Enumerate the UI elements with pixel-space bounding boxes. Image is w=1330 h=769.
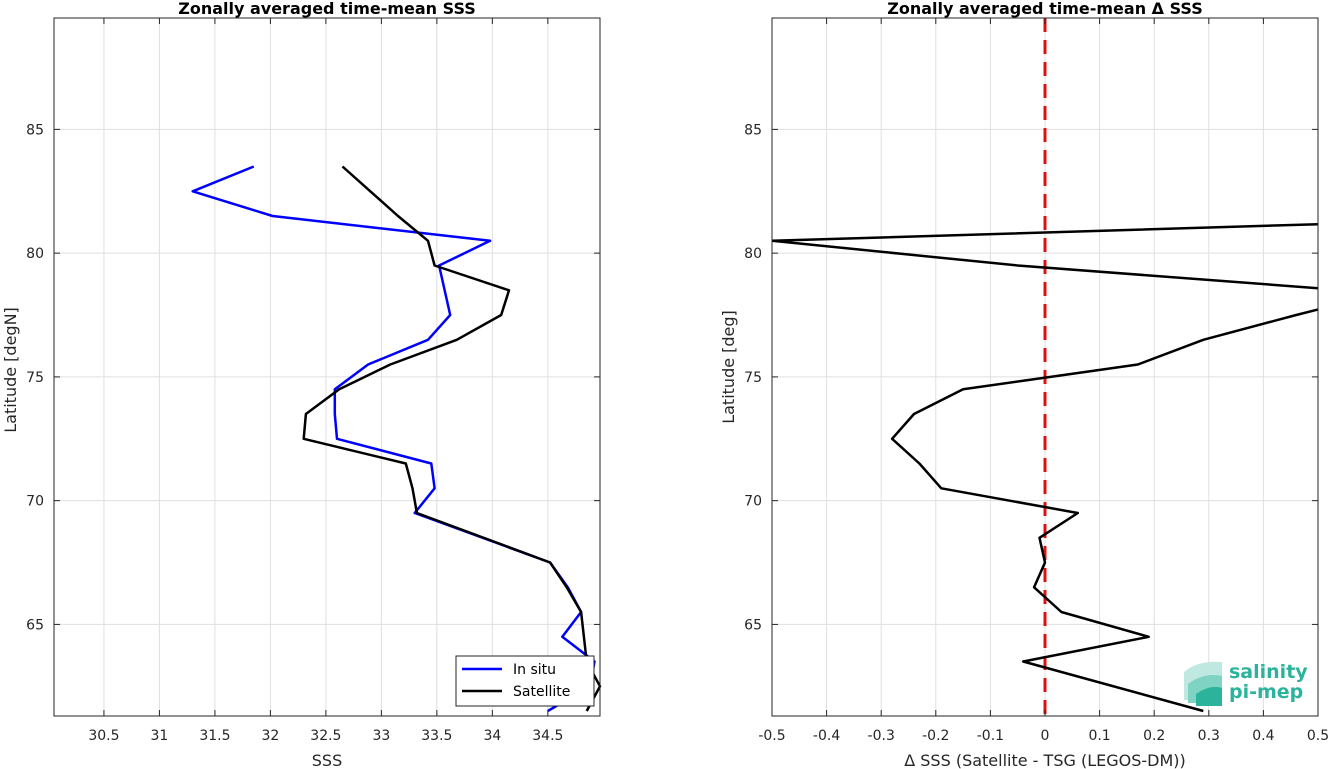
- sss-xtick-label-33.5: 33.5: [421, 728, 452, 744]
- delta-xtick-label--0.1: -0.1: [977, 728, 1004, 744]
- sss-ytick-label-75: 75: [26, 370, 44, 386]
- delta-line-series-0: [772, 222, 1318, 713]
- sss-gridlines: [54, 18, 600, 716]
- sss-x-ticks: 30.5 31 31.5 32 32.5 33 33.5 34 34.5: [88, 18, 563, 744]
- sss-legend: In situ Satellite: [455, 655, 595, 707]
- sss-xtick-label-33: 33: [372, 728, 390, 744]
- sss-ytick-label-80: 80: [26, 246, 44, 262]
- logo-line-2: pi-mep: [1229, 681, 1303, 703]
- logo-line-1: salinity: [1229, 661, 1308, 683]
- delta-y-ticks: 65 70 75 80 85: [744, 122, 1318, 633]
- sss-ytick-label-85: 85: [26, 122, 44, 138]
- sss-plot-area: [191, 165, 602, 713]
- sss-xtick-label-34: 34: [483, 728, 501, 744]
- sss-panel: 30.5 31 31.5 32 32.5 33 33.5 34 34.5 6570758085 …: [1, 0, 602, 769]
- delta-xtick-label--0.5: -0.5: [758, 728, 785, 744]
- sss-axes-frame: [53, 17, 601, 717]
- delta-xtick-label--0.3: -0.3: [868, 728, 895, 744]
- delta-xtick-label-0.5: 0.5: [1307, 728, 1329, 744]
- delta-ytick-label-75: 75: [744, 370, 762, 386]
- delta-plot-area: [772, 18, 1318, 716]
- delta-xtick-label-0: 0: [1041, 728, 1050, 744]
- delta-ytick-label-85: 85: [744, 122, 762, 138]
- sss-y-axis-label: Latitude [degN]: [1, 307, 20, 433]
- delta-ytick-label-80: 80: [744, 246, 762, 262]
- delta-xtick-label-0.2: 0.2: [1143, 728, 1165, 744]
- sss-ytick-label-65: 65: [26, 617, 44, 633]
- delta-y-axis-label: Latitude [deg]: [719, 310, 738, 424]
- delta-ytick-label-65: 65: [744, 617, 762, 633]
- sss-xtick-label-32: 32: [261, 728, 279, 744]
- logo-wave-front: [1196, 686, 1222, 706]
- delta-title: Zonally averaged time-mean Δ SSS: [887, 0, 1203, 18]
- delta-sss-panel: -0.5 -0.4 -0.3 -0.2 -0.1 0 0.1 0.2 0.3 0.4 0.5 65 7…: [719, 0, 1329, 769]
- delta-xtick-label--0.2: -0.2: [922, 728, 949, 744]
- delta-x-axis-label: Δ SSS (Satellite - TSG (LEGOS-DM)): [904, 751, 1186, 769]
- sss-ytick-label-70: 70: [26, 494, 44, 510]
- delta-gridlines: [771, 18, 1319, 716]
- sss-xtick-label-32.5: 32.5: [310, 728, 341, 744]
- sss-title: Zonally averaged time-mean SSS: [178, 0, 476, 18]
- salinity-pi-mep-logo: salinity pi-mep: [1184, 661, 1308, 706]
- sss-line-satellite: [302, 165, 602, 712]
- sss-line-in-situ: [191, 165, 596, 713]
- sss-x-axis-label: SSS: [312, 751, 342, 769]
- sss-xtick-label-30.5: 30.5: [88, 728, 119, 744]
- sss-y-ticks: 65 70 75 80 85: [26, 122, 600, 633]
- sss-xtick-label-31.5: 31.5: [199, 728, 230, 744]
- delta-xtick-label-0.3: 0.3: [1198, 728, 1220, 744]
- legend-label-in-situ: In situ: [513, 662, 556, 678]
- delta-xtick-label-0.1: 0.1: [1088, 728, 1110, 744]
- delta-ytick-label-70: 70: [744, 494, 762, 510]
- legend-box: [455, 655, 595, 707]
- legend-label-satellite: Satellite: [513, 684, 570, 700]
- delta-xtick-label--0.4: -0.4: [813, 728, 840, 744]
- sss-xtick-label-34.5: 34.5: [532, 728, 563, 744]
- delta-xtick-label-0.4: 0.4: [1252, 728, 1274, 744]
- delta-x-ticks: -0.5 -0.4 -0.3 -0.2 -0.1 0 0.1 0.2 0.3 0.4 0.5: [758, 18, 1329, 744]
- sss-xtick-label-31: 31: [151, 728, 169, 744]
